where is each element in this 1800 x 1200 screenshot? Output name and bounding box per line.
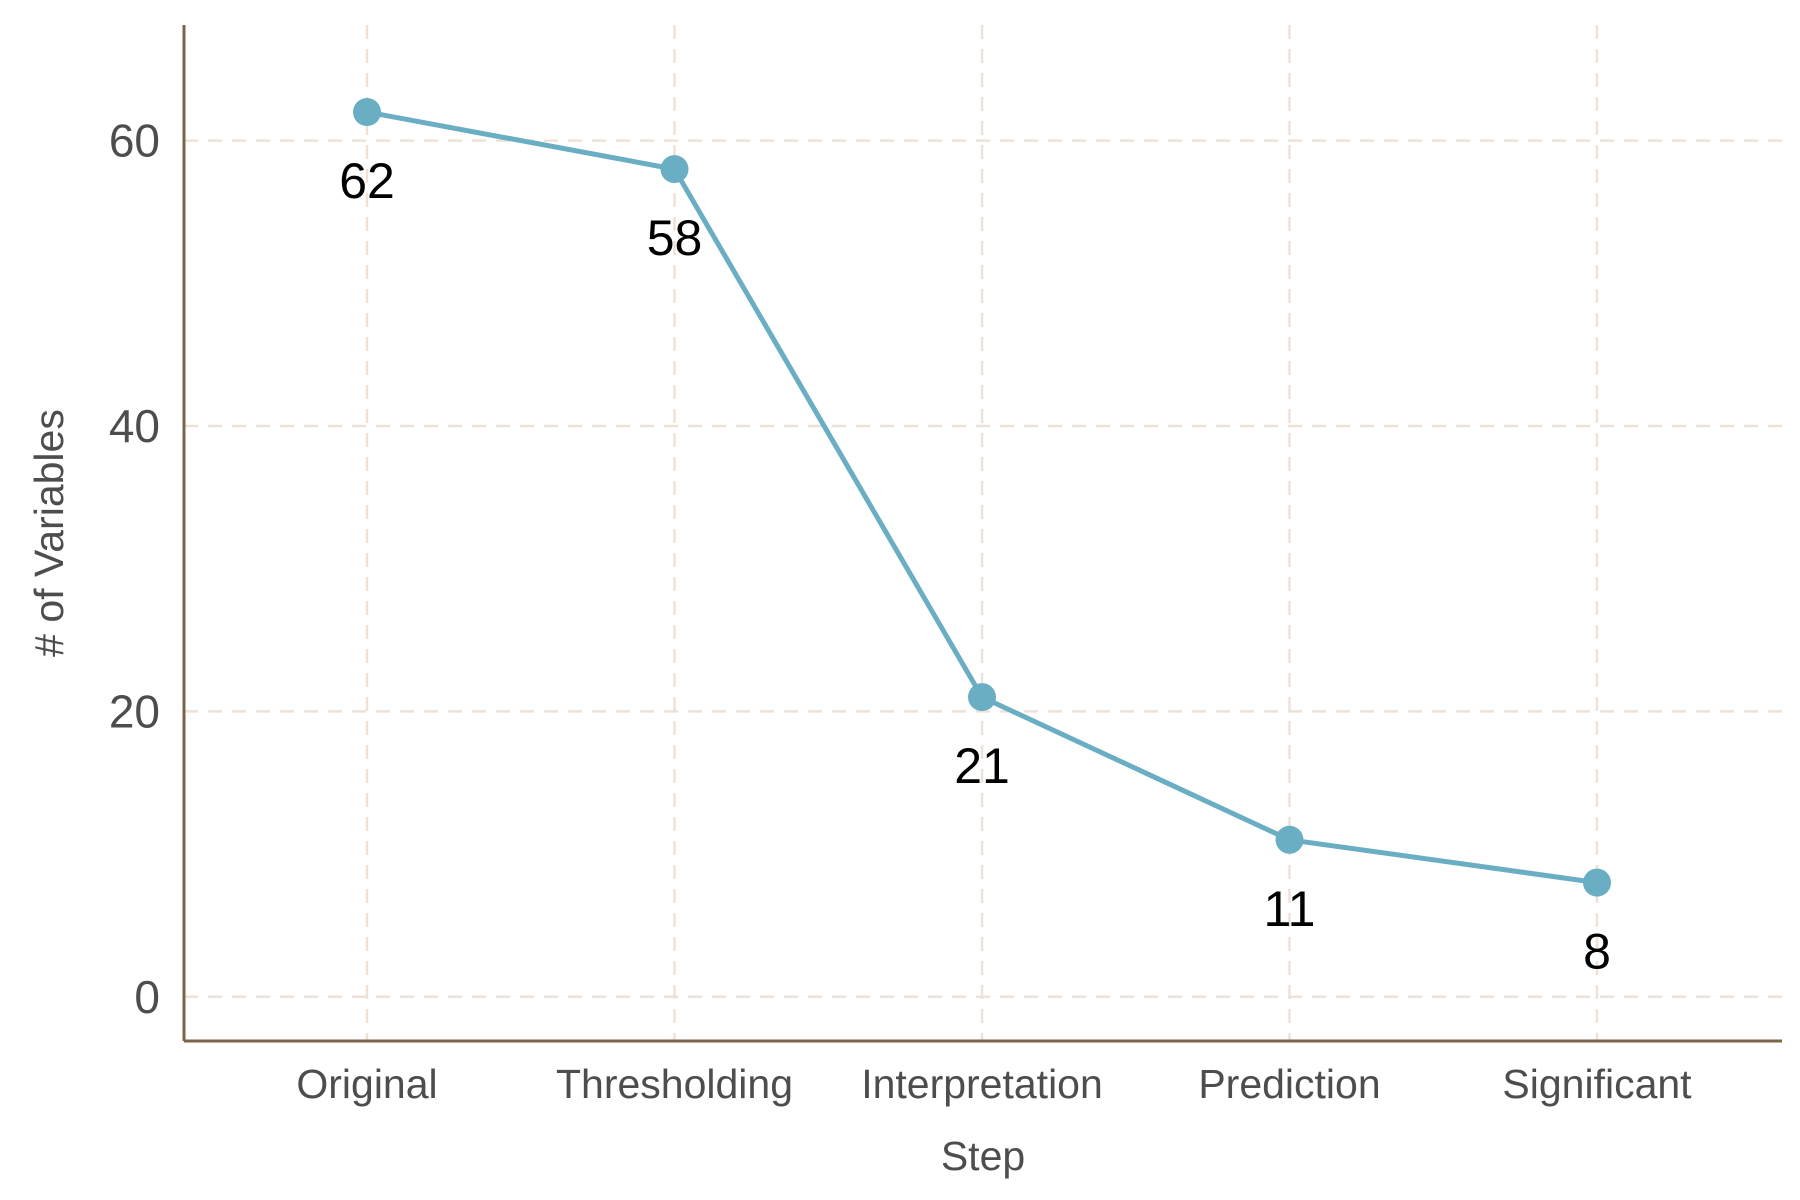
x-tick-labels: Original Thresholding Interpretation Predic… (296, 1061, 1692, 1107)
data-label: 58 (647, 210, 703, 266)
data-label: 21 (954, 738, 1010, 794)
data-point (660, 155, 689, 184)
x-axis-title: Step (941, 1133, 1025, 1179)
x-tick-label: Original (296, 1061, 437, 1107)
y-tick-label: 0 (134, 971, 160, 1023)
data-point (1583, 868, 1611, 897)
axes (182, 25, 1782, 1043)
y-tick-labels: 0 20 40 60 (109, 115, 160, 1023)
x-tick-label: Interpretation (861, 1061, 1103, 1107)
data-point (1275, 825, 1304, 854)
series (353, 98, 1611, 897)
y-axis-title: # of Variables (26, 409, 72, 657)
x-tick-label: Thresholding (556, 1061, 793, 1107)
y-tick-label: 60 (109, 115, 160, 167)
data-point (353, 98, 381, 127)
y-tick-label: 20 (109, 685, 160, 737)
y-tick-label: 40 (109, 400, 160, 452)
grid-lines (184, 25, 1782, 1041)
data-label: 8 (1583, 924, 1611, 980)
data-label: 62 (339, 153, 395, 209)
data-labels: 62 58 21 11 8 (339, 153, 1611, 980)
data-point (968, 683, 996, 712)
data-label: 11 (1264, 881, 1316, 937)
x-tick-label: Significant (1502, 1061, 1692, 1107)
x-tick-label: Prediction (1198, 1061, 1380, 1107)
